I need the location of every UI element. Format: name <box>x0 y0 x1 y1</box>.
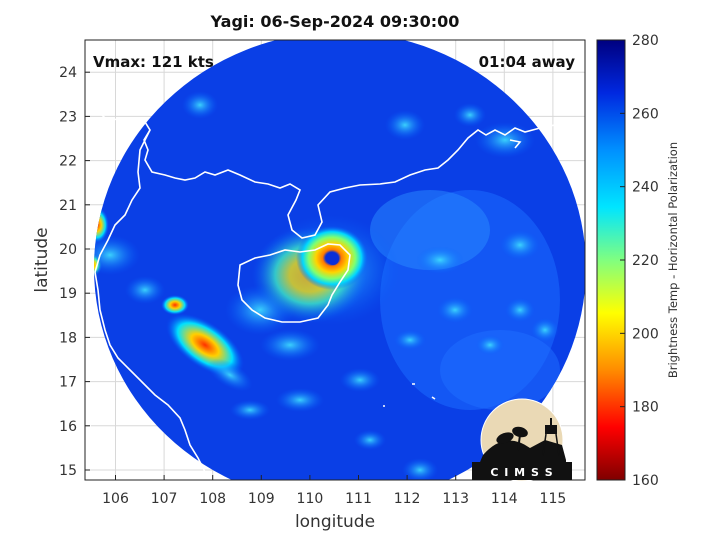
cimss-logo-text: C I M S S <box>490 466 553 479</box>
colorbar-tick-label: 260 <box>632 106 659 122</box>
coastlines <box>85 99 585 480</box>
y-tick-label: 19 <box>59 286 77 302</box>
y-tick-label: 24 <box>59 65 77 81</box>
colorbar-tick-label: 200 <box>632 326 659 342</box>
colorbar-tick-label: 180 <box>632 400 659 416</box>
x-tick-label: 112 <box>394 491 421 507</box>
vmax-label: Vmax: 121 kts <box>93 53 214 71</box>
x-tick-label: 108 <box>199 491 226 507</box>
x-tick-label: 110 <box>297 491 324 507</box>
cimss-logo: C I M S S <box>472 398 572 482</box>
time-offset-label: 01:04 away <box>478 53 575 71</box>
colorbar-tick-label: 280 <box>632 33 659 49</box>
colorbar: 160 180 200 220 240 260 280 Brightness Temp - … <box>596 33 680 489</box>
y-tick-label: 18 <box>59 330 77 346</box>
colorbar-label: Brightness Temp - Horizontal Polarizatio… <box>666 142 680 378</box>
y-tick-label: 17 <box>59 375 77 391</box>
coastline-luzon-strait <box>509 139 522 149</box>
y-axis-label: latitude <box>32 227 52 292</box>
y-tick-label: 21 <box>59 198 77 214</box>
coastline-paracel <box>383 383 436 407</box>
y-axis: 15 16 17 18 19 20 21 22 23 24 <box>59 65 90 479</box>
y-tick-label: 20 <box>59 242 77 258</box>
colorbar-tick-label: 240 <box>632 180 659 196</box>
x-tick-label: 114 <box>491 491 518 507</box>
y-tick-label: 16 <box>59 419 77 435</box>
colorbar-ticks: 160 180 200 220 240 260 280 <box>620 33 659 489</box>
x-axis: 106 107 108 109 110 111 112 113 114 115 <box>102 475 566 507</box>
x-tick-label: 113 <box>442 491 469 507</box>
coastline-hainan <box>237 243 351 323</box>
x-tick-label: 107 <box>151 491 178 507</box>
x-tick-label: 111 <box>345 491 372 507</box>
colorbar-tick-label: 220 <box>632 253 659 269</box>
colorbar-tick-label: 160 <box>632 473 659 489</box>
y-tick-label: 23 <box>59 109 77 125</box>
map-title: Yagi: 06-Sep-2024 09:30:00 <box>210 12 460 31</box>
x-tick-label: 106 <box>102 491 129 507</box>
plot-frame <box>84 39 586 481</box>
coastline-vietnam <box>94 129 211 480</box>
x-tick-label: 109 <box>248 491 275 507</box>
y-tick-label: 22 <box>59 154 77 170</box>
x-tick-label: 115 <box>540 491 567 507</box>
x-axis-label: longitude <box>295 512 375 532</box>
y-tick-label: 15 <box>59 463 77 479</box>
coastline-mainland <box>85 99 585 239</box>
